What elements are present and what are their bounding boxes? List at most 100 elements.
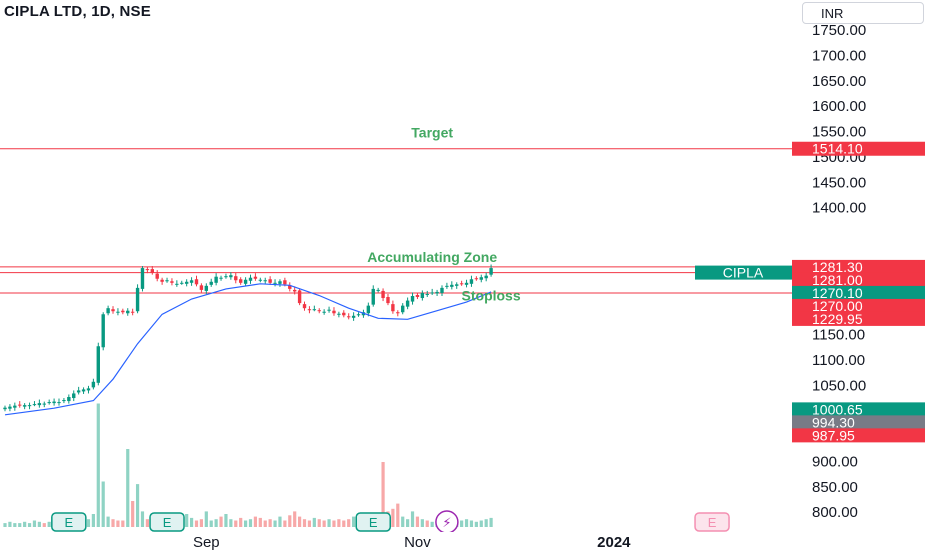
earnings-badge — [694, 512, 730, 532]
candle — [121, 308, 125, 315]
candle — [248, 274, 253, 284]
candle-body — [405, 300, 410, 307]
price-tick-label: 1400.00 — [812, 200, 866, 217]
price-tag: 994.30 — [792, 414, 925, 430]
candle — [175, 280, 179, 287]
candle-body — [86, 388, 91, 391]
price-tag-bg — [792, 298, 925, 313]
volume-bar — [288, 515, 292, 527]
candle-body — [248, 277, 253, 281]
price-tag-label: 1270.10 — [812, 285, 863, 301]
candle-body — [150, 269, 154, 273]
candle — [155, 270, 159, 282]
candle-body — [415, 294, 420, 298]
candle — [484, 272, 488, 282]
price-tag: 1270.00 — [792, 298, 925, 314]
candle-body — [116, 311, 120, 313]
volume-bar — [199, 519, 203, 527]
volume-bar — [293, 511, 297, 527]
annotation-label: Accumulating Zone — [367, 249, 497, 265]
price-tag: 1514.10 — [792, 141, 925, 157]
candle-body — [13, 405, 17, 408]
candle-body — [32, 404, 37, 406]
earnings-marker-icon[interactable]: E — [51, 512, 87, 532]
candle — [140, 266, 145, 292]
candle — [234, 272, 238, 284]
candle — [474, 276, 479, 281]
candle-body — [484, 275, 488, 279]
candle-body — [342, 312, 346, 316]
volume-bar — [209, 520, 213, 527]
price-tick-label: 1100.00 — [812, 352, 865, 369]
candle — [258, 277, 263, 283]
volume-bar — [469, 520, 474, 527]
candle-body — [297, 290, 302, 304]
candle-body — [238, 279, 243, 283]
price-tag: 1229.95 — [792, 311, 925, 327]
price-tag-bg — [792, 311, 925, 326]
candle-body — [258, 279, 263, 281]
candle — [229, 272, 233, 280]
candle — [42, 401, 46, 408]
chart-title: CIPLA LTD, 1D, NSE — [4, 3, 151, 20]
ticker-tag: CIPLA — [695, 265, 792, 281]
candle-body — [121, 310, 125, 313]
volume-bar — [234, 520, 238, 527]
candle — [376, 287, 380, 293]
price-tag-bg — [792, 141, 925, 156]
earnings-glyph: E — [369, 515, 378, 530]
price-tag: 1270.10 — [792, 285, 925, 301]
candle-body — [81, 389, 86, 392]
candle — [170, 278, 174, 286]
volume-bar — [474, 521, 478, 527]
candle-body — [145, 269, 150, 271]
price-tag-label: 1281.00 — [812, 272, 863, 288]
time-axis-bg — [0, 532, 932, 550]
candle — [366, 302, 371, 317]
candle — [292, 286, 297, 295]
flash-icon[interactable]: ⚡ — [435, 510, 459, 534]
volume-bar — [135, 484, 140, 527]
candle-body — [327, 309, 331, 311]
price-tick-label: 1450.00 — [812, 174, 866, 191]
earnings-marker-icon[interactable]: E — [355, 512, 391, 532]
candle — [96, 342, 100, 386]
price-tick-label: 1600.00 — [812, 98, 866, 115]
candle — [440, 285, 444, 296]
candle — [302, 301, 307, 311]
candle — [184, 279, 189, 287]
volume-bar — [327, 519, 331, 527]
currency-button[interactable]: INR — [802, 2, 924, 24]
price-tick-label: 1750.00 — [812, 22, 866, 39]
candle-body — [175, 283, 179, 285]
candle — [3, 405, 7, 412]
candle-body — [106, 308, 110, 314]
candle — [116, 308, 120, 316]
candle — [47, 399, 51, 405]
candle-body — [184, 281, 189, 284]
candle — [278, 279, 282, 287]
candle — [76, 386, 81, 395]
candle — [347, 313, 351, 320]
candle — [209, 278, 213, 287]
candle-body — [253, 276, 258, 279]
candle-body — [101, 314, 105, 348]
candle — [57, 398, 61, 406]
candle-body — [401, 305, 405, 313]
candle-body — [126, 310, 130, 314]
horizontal-levels — [0, 148, 792, 294]
earnings-marker-icon[interactable]: E — [694, 512, 730, 532]
volume-bar — [278, 516, 282, 527]
volume-bar — [410, 511, 415, 527]
earnings-marker-icon[interactable]: E — [149, 512, 185, 532]
volume-bar — [258, 517, 262, 527]
candle-body — [489, 268, 493, 275]
price-tag: 1000.65 — [792, 401, 925, 417]
candle-body — [194, 279, 199, 285]
volume-bar — [248, 519, 253, 527]
volume-bar — [420, 519, 424, 527]
candle-body — [278, 281, 282, 284]
time-axis[interactable]: Sep Nov 2024 — [0, 532, 932, 550]
